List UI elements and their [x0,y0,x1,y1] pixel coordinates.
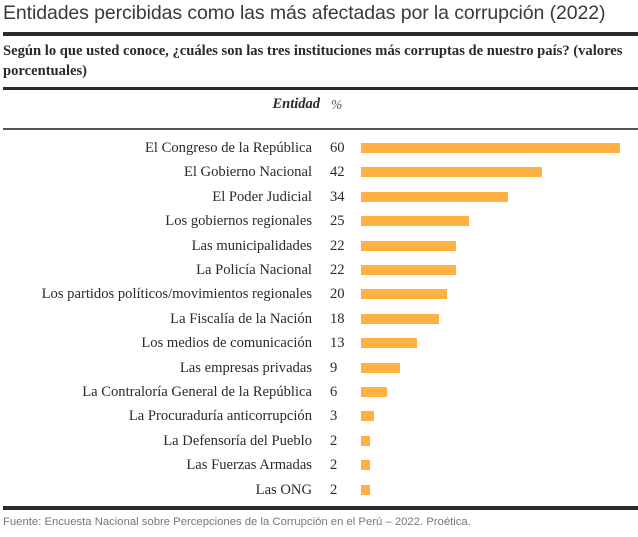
category-label: El Gobierno Nacional [183,164,312,181]
bar-row: Los partidos políticos/movimientos regio… [0,284,638,308]
category-label: Las municipalidades [191,237,312,254]
bar [361,167,543,178]
bar-row: Las empresas privadas 9 [0,358,638,382]
bar [361,387,387,397]
bar [361,411,374,422]
header-top-rule [3,87,638,90]
value-label: 20 [330,286,345,303]
value-label: 25 [330,213,345,230]
source-note: Fuente: Encuesta Nacional sobre Percepci… [3,516,471,528]
category-label: La Policía Nacional [196,262,312,278]
bar [361,143,620,153]
chart-subtitle: Según lo que usted conoce, ¿cuáles son l… [3,43,623,79]
value-label: 42 [330,164,345,181]
category-label: Las ONG [255,481,312,498]
category-label: El Poder Judicial [212,188,312,205]
bar-row: Los gobiernos regionales 25 [0,211,638,235]
bar-row: Las Fuerzas Armadas 2 [0,455,638,479]
value-label: 60 [330,140,345,156]
bottom-rule [3,506,638,510]
bar-row: La Procuraduría anticorrupción 3 [0,406,638,430]
category-label: Los gobiernos regionales [165,213,312,230]
bar [361,313,439,324]
bar-row: La Fiscalía de la Nación 18 [0,309,638,333]
bar-row: Las ONG 2 [0,480,638,504]
category-label: La Contraloría General de la República [82,384,312,400]
bar-row: El Poder Judicial 34 [0,187,638,211]
chart-title: Entidades percibidas como las más afecta… [3,2,606,24]
category-label: Los partidos políticos/movimientos regio… [41,286,312,303]
bar [361,191,508,202]
value-label: 3 [330,408,338,425]
bar [361,216,469,227]
bar [361,338,418,349]
column-header-percent: % [331,97,343,112]
value-label: 6 [330,384,338,400]
bar-row: La Policía Nacional 22 [0,260,638,284]
bar [361,460,370,471]
bar [361,289,448,300]
bar-row: La Contraloría General de la República 6 [0,382,638,406]
header-bottom-rule [3,128,638,130]
bar [361,362,400,373]
bar-row: Los medios de comunicación 13 [0,333,638,357]
bar [361,484,370,495]
value-label: 18 [330,310,345,327]
category-label: La Fiscalía de la Nación [170,310,312,327]
value-label: 2 [330,481,338,498]
category-label: El Congreso de la República [145,140,312,156]
value-label: 22 [330,237,345,254]
value-label: 9 [330,359,338,376]
category-label: Las empresas privadas [179,359,312,376]
category-label: Las Fuerzas Armadas [186,457,312,474]
value-label: 34 [330,188,345,205]
value-label: 13 [330,335,345,352]
category-label: La Procuraduría anticorrupción [128,408,312,425]
top-rule [3,32,638,36]
bar [361,435,370,446]
bar [361,240,456,251]
category-label: La Defensoría del Pueblo [163,432,312,449]
value-label: 22 [330,262,345,278]
bar [361,265,456,275]
value-label: 2 [330,457,338,474]
bar-row: La Defensoría del Pueblo 2 [0,431,638,455]
value-label: 2 [330,432,338,449]
category-label: Los medios de comunicación [141,335,312,352]
bar-row: Las municipalidades 22 [0,236,638,260]
bar-row: El Congreso de la República 60 [0,138,638,162]
column-header-entidad: Entidad [272,96,320,112]
bar-row: El Gobierno Nacional 42 [0,162,638,186]
